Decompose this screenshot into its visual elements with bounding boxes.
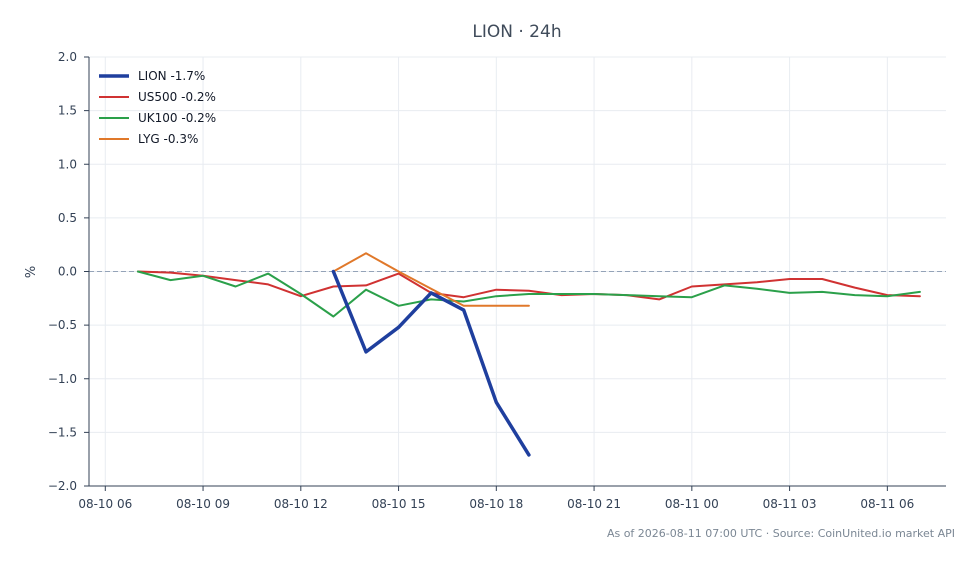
source-footer: As of 2026-08-11 07:00 UTC · Source: Coi… — [606, 527, 955, 540]
x-tick-label: 08-10 15 — [372, 497, 426, 511]
series-line-lion — [331, 269, 531, 457]
y-tick-label: 0.0 — [58, 265, 77, 279]
y-tick-label: −1.5 — [48, 425, 77, 439]
x-tick-label: 08-10 18 — [469, 497, 523, 511]
chart-title: LION · 24h — [472, 22, 561, 42]
x-tick-label: 08-10 21 — [567, 497, 621, 511]
series-lines — [136, 252, 921, 457]
y-tick-label: −2.0 — [48, 479, 77, 493]
x-tick-label: 08-11 06 — [860, 497, 914, 511]
x-tick-label: 08-10 09 — [176, 497, 230, 511]
legend-label-lyg: LYG -0.3% — [138, 132, 198, 146]
y-tick-label: 1.5 — [58, 104, 77, 118]
legend-label-uk100: UK100 -0.2% — [138, 111, 216, 125]
legend: LION -1.7% US500 -0.2% UK100 -0.2% LYG -0.3… — [99, 69, 216, 146]
y-tick-label: −0.5 — [48, 318, 77, 332]
y-ticks: 2.0 1.5 1.0 0.5 0.0 −0.5 −1.0 −1.5 −2.0 — [48, 50, 89, 493]
x-tick-label: 08-10 12 — [274, 497, 328, 511]
y-axis-label: % — [24, 266, 39, 278]
series-line-lyg — [332, 252, 530, 307]
y-tick-label: 1.0 — [58, 157, 77, 171]
y-tick-label: 0.5 — [58, 211, 77, 225]
series-line-uk100 — [136, 270, 921, 318]
x-tick-label: 08-11 00 — [665, 497, 719, 511]
x-tick-label: 08-10 06 — [78, 497, 132, 511]
y-tick-label: 2.0 — [58, 50, 77, 64]
x-ticks: 08-10 06 08-10 09 08-10 12 08-10 15 08-10 18… — [78, 486, 914, 511]
series-line-us500 — [136, 270, 921, 301]
legend-label-us500: US500 -0.2% — [138, 90, 216, 104]
x-tick-label: 08-11 03 — [763, 497, 817, 511]
y-tick-label: −1.0 — [48, 372, 77, 386]
legend-label-lion: LION -1.7% — [138, 69, 205, 83]
